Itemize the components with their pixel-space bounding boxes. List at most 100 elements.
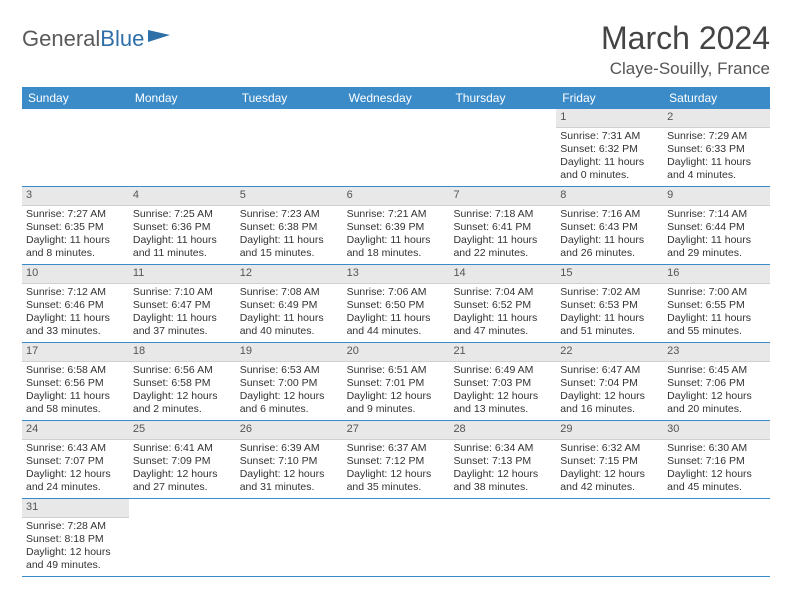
day-detail: and 42 minutes. bbox=[560, 481, 659, 494]
day-detail: Sunrise: 7:28 AM bbox=[26, 520, 125, 533]
day-detail: and 45 minutes. bbox=[667, 481, 766, 494]
day-cell: 17Sunrise: 6:58 AMSunset: 6:56 PMDayligh… bbox=[22, 343, 129, 421]
day-cell: 31Sunrise: 7:28 AMSunset: 8:18 PMDayligh… bbox=[22, 499, 129, 577]
day-detail: Daylight: 12 hours bbox=[560, 390, 659, 403]
day-detail: Sunset: 6:58 PM bbox=[133, 377, 232, 390]
day-cell: 8Sunrise: 7:16 AMSunset: 6:43 PMDaylight… bbox=[556, 187, 663, 265]
location-subtitle: Claye-Souilly, France bbox=[601, 59, 770, 79]
day-cell bbox=[22, 109, 129, 187]
day-cell bbox=[236, 499, 343, 577]
day-detail: Sunrise: 6:39 AM bbox=[240, 442, 339, 455]
day-number: 19 bbox=[236, 343, 343, 362]
day-detail: Sunset: 7:16 PM bbox=[667, 455, 766, 468]
weekday-label: Thursday bbox=[449, 87, 556, 109]
day-detail: and 9 minutes. bbox=[347, 403, 446, 416]
day-detail: Daylight: 12 hours bbox=[667, 390, 766, 403]
day-detail: and 47 minutes. bbox=[453, 325, 552, 338]
day-detail: Sunset: 7:09 PM bbox=[133, 455, 232, 468]
day-detail: Sunrise: 7:00 AM bbox=[667, 286, 766, 299]
day-number: 18 bbox=[129, 343, 236, 362]
day-detail: and 31 minutes. bbox=[240, 481, 339, 494]
day-cell bbox=[449, 109, 556, 187]
day-detail: Sunset: 6:43 PM bbox=[560, 221, 659, 234]
day-number: 9 bbox=[663, 187, 770, 206]
day-detail: Daylight: 11 hours bbox=[560, 234, 659, 247]
day-cell: 7Sunrise: 7:18 AMSunset: 6:41 PMDaylight… bbox=[449, 187, 556, 265]
day-detail: Daylight: 12 hours bbox=[560, 468, 659, 481]
day-detail: Daylight: 11 hours bbox=[560, 156, 659, 169]
day-number: 3 bbox=[22, 187, 129, 206]
day-detail: Sunrise: 6:58 AM bbox=[26, 364, 125, 377]
day-detail: and 2 minutes. bbox=[133, 403, 232, 416]
day-cell bbox=[343, 109, 450, 187]
day-detail: Sunrise: 7:12 AM bbox=[26, 286, 125, 299]
day-cell: 28Sunrise: 6:34 AMSunset: 7:13 PMDayligh… bbox=[449, 421, 556, 499]
weekday-label: Wednesday bbox=[343, 87, 450, 109]
day-cell: 14Sunrise: 7:04 AMSunset: 6:52 PMDayligh… bbox=[449, 265, 556, 343]
day-detail: and 0 minutes. bbox=[560, 169, 659, 182]
weekday-label: Sunday bbox=[22, 87, 129, 109]
day-detail: Daylight: 12 hours bbox=[347, 390, 446, 403]
day-detail: Sunset: 8:18 PM bbox=[26, 533, 125, 546]
day-cell: 5Sunrise: 7:23 AMSunset: 6:38 PMDaylight… bbox=[236, 187, 343, 265]
day-detail: Sunset: 7:07 PM bbox=[26, 455, 125, 468]
day-detail: Sunrise: 6:45 AM bbox=[667, 364, 766, 377]
weekday-label: Monday bbox=[129, 87, 236, 109]
day-detail: Sunset: 7:13 PM bbox=[453, 455, 552, 468]
day-number: 25 bbox=[129, 421, 236, 440]
logo-text-2: Blue bbox=[100, 26, 144, 52]
weekday-label: Saturday bbox=[663, 87, 770, 109]
day-detail: and 37 minutes. bbox=[133, 325, 232, 338]
day-cell bbox=[449, 499, 556, 577]
day-detail: Daylight: 11 hours bbox=[133, 312, 232, 325]
day-detail: and 44 minutes. bbox=[347, 325, 446, 338]
day-detail: Sunset: 6:36 PM bbox=[133, 221, 232, 234]
day-detail: Sunset: 6:56 PM bbox=[26, 377, 125, 390]
logo-text-1: General bbox=[22, 26, 100, 52]
day-detail: and 15 minutes. bbox=[240, 247, 339, 260]
day-number: 22 bbox=[556, 343, 663, 362]
day-detail: and 11 minutes. bbox=[133, 247, 232, 260]
day-detail: Daylight: 12 hours bbox=[667, 468, 766, 481]
day-number: 4 bbox=[129, 187, 236, 206]
day-detail: Daylight: 12 hours bbox=[453, 468, 552, 481]
day-detail: and 16 minutes. bbox=[560, 403, 659, 416]
day-detail: Sunrise: 6:37 AM bbox=[347, 442, 446, 455]
day-number: 30 bbox=[663, 421, 770, 440]
logo: GeneralBlue bbox=[22, 26, 170, 52]
day-detail: Daylight: 12 hours bbox=[240, 468, 339, 481]
day-cell: 6Sunrise: 7:21 AMSunset: 6:39 PMDaylight… bbox=[343, 187, 450, 265]
page-title: March 2024 bbox=[601, 20, 770, 57]
day-number: 5 bbox=[236, 187, 343, 206]
day-detail: Sunset: 6:50 PM bbox=[347, 299, 446, 312]
day-cell bbox=[663, 499, 770, 577]
day-detail: Sunset: 6:35 PM bbox=[26, 221, 125, 234]
day-detail: and 55 minutes. bbox=[667, 325, 766, 338]
day-detail: Sunset: 6:52 PM bbox=[453, 299, 552, 312]
day-detail: Daylight: 11 hours bbox=[667, 312, 766, 325]
day-cell: 26Sunrise: 6:39 AMSunset: 7:10 PMDayligh… bbox=[236, 421, 343, 499]
day-detail: Sunset: 7:06 PM bbox=[667, 377, 766, 390]
day-cell: 15Sunrise: 7:02 AMSunset: 6:53 PMDayligh… bbox=[556, 265, 663, 343]
day-number: 14 bbox=[449, 265, 556, 284]
day-detail: Sunset: 6:53 PM bbox=[560, 299, 659, 312]
day-cell: 20Sunrise: 6:51 AMSunset: 7:01 PMDayligh… bbox=[343, 343, 450, 421]
week-row: 17Sunrise: 6:58 AMSunset: 6:56 PMDayligh… bbox=[22, 343, 770, 421]
day-detail: Sunrise: 7:16 AM bbox=[560, 208, 659, 221]
day-detail: Daylight: 11 hours bbox=[347, 234, 446, 247]
day-number: 13 bbox=[343, 265, 450, 284]
day-detail: and 33 minutes. bbox=[26, 325, 125, 338]
day-detail: Sunrise: 7:21 AM bbox=[347, 208, 446, 221]
day-detail: Sunrise: 7:04 AM bbox=[453, 286, 552, 299]
day-detail: and 29 minutes. bbox=[667, 247, 766, 260]
week-row: 3Sunrise: 7:27 AMSunset: 6:35 PMDaylight… bbox=[22, 187, 770, 265]
day-cell: 10Sunrise: 7:12 AMSunset: 6:46 PMDayligh… bbox=[22, 265, 129, 343]
day-number: 1 bbox=[556, 109, 663, 128]
day-detail: Daylight: 11 hours bbox=[26, 234, 125, 247]
day-number: 27 bbox=[343, 421, 450, 440]
week-row: 1Sunrise: 7:31 AMSunset: 6:32 PMDaylight… bbox=[22, 109, 770, 187]
day-detail: Daylight: 11 hours bbox=[347, 312, 446, 325]
day-detail: and 13 minutes. bbox=[453, 403, 552, 416]
day-detail: Sunrise: 6:53 AM bbox=[240, 364, 339, 377]
day-detail: Sunrise: 6:34 AM bbox=[453, 442, 552, 455]
